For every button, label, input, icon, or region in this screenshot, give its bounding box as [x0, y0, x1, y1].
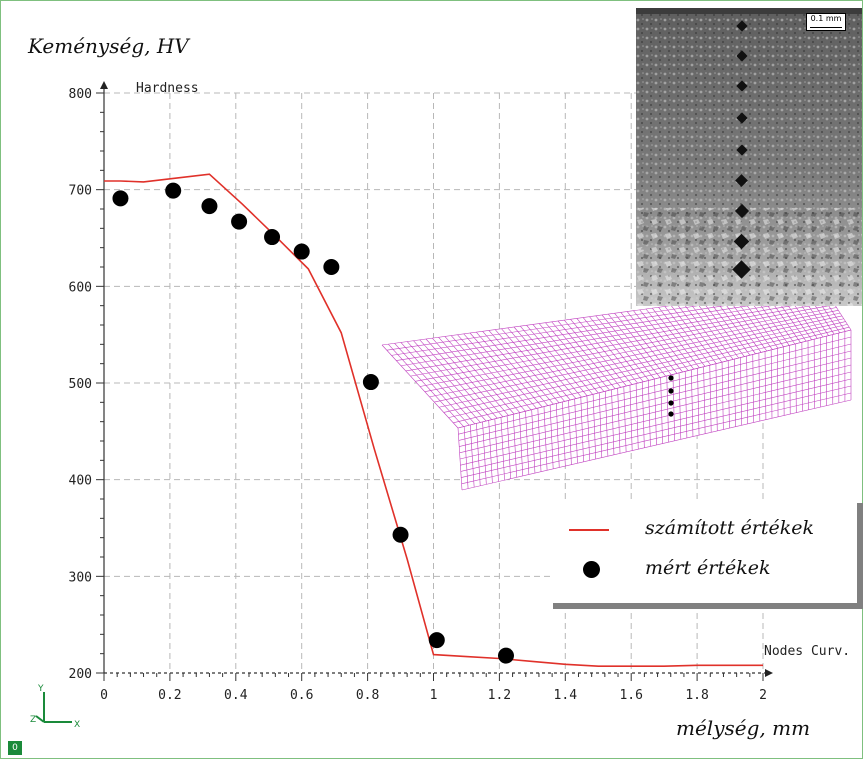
- mesh-line: [458, 343, 852, 441]
- mesh-line: [429, 312, 841, 398]
- y-tick-label: 700: [69, 184, 92, 199]
- data-point-measured: [231, 213, 248, 230]
- mesh-line: [460, 378, 852, 472]
- mesh-line: [410, 301, 833, 377]
- series-line-calculated: [104, 173, 763, 667]
- y-axis-title: Keménység, HV: [28, 34, 189, 58]
- axis-triad-x: X: [74, 720, 80, 730]
- axis-triad-z: Z: [30, 715, 36, 725]
- x-tick-label: 0: [100, 688, 108, 703]
- mesh-front-surface: [457, 329, 852, 491]
- mesh-line: [459, 350, 852, 447]
- mesh-line: [415, 304, 835, 382]
- y-tick-label: 600: [69, 280, 92, 295]
- x-axis-title: mélység, mm: [676, 716, 811, 740]
- tick-labels: 200 300 400 500 600 700 800 0 0.2 0.4 0.6 0.8 1 1.2 1.…: [69, 87, 767, 703]
- mesh-probe-dot: [668, 375, 674, 381]
- data-point-measured: [264, 229, 281, 246]
- data-point-measured: [165, 182, 182, 199]
- mesh-line: [419, 307, 837, 387]
- mesh-line: [400, 295, 830, 367]
- y-tick-label: 200: [69, 667, 92, 682]
- micrograph-image: [636, 8, 862, 306]
- x-tick-label: 1.4: [554, 688, 578, 703]
- legend-label-measured: mért értékek: [645, 557, 771, 579]
- inner-x-axis-label: Nodes Curv.: [764, 644, 850, 659]
- data-point-measured: [392, 526, 409, 543]
- mesh-top-fill: [382, 285, 851, 428]
- mesh-line: [405, 298, 832, 372]
- mesh-probe-dot: [668, 411, 674, 417]
- data-point-measured: [362, 374, 379, 391]
- mesh-line: [448, 324, 848, 418]
- legend-item-measured: mért értékek: [553, 555, 853, 585]
- legend-line-swatch: [569, 529, 609, 531]
- mesh-line: [443, 321, 846, 413]
- x-tick-label: 1.6: [619, 688, 642, 703]
- axis-triad-icon: Y X Z: [30, 684, 80, 730]
- mesh-line: [461, 392, 852, 485]
- micrograph-scale-bar: 0.1 mm: [806, 13, 846, 31]
- mesh-probe-dot: [668, 388, 674, 394]
- legend-item-calculated: számított értékek: [553, 515, 853, 545]
- mesh-line: [438, 318, 844, 408]
- mesh-line: [434, 315, 842, 403]
- y-tick-label: 400: [69, 474, 92, 489]
- mesh-line: [453, 326, 850, 424]
- x-tick-label: 0.8: [356, 688, 379, 703]
- x-tick-label: 1.2: [488, 688, 511, 703]
- legend: számított értékek mért értékek: [553, 503, 863, 609]
- corner-badge: 0: [8, 741, 22, 755]
- x-axis-arrow: [765, 669, 773, 677]
- y-axis-arrow: [100, 81, 108, 89]
- x-tick-label: 1.8: [685, 688, 708, 703]
- mesh-line: [459, 364, 852, 460]
- data-point-measured: [428, 632, 445, 649]
- mesh-line: [461, 399, 852, 491]
- series-layer: [104, 173, 763, 667]
- mesh-line: [458, 336, 852, 435]
- y-tick-label: 300: [69, 570, 92, 585]
- inner-y-axis-label: Hardness: [136, 81, 199, 96]
- mesh-line: [461, 385, 852, 478]
- x-tick-label: 0.6: [290, 688, 313, 703]
- data-point-measured: [201, 198, 218, 215]
- data-point-measured: [323, 259, 340, 275]
- x-tick-label: 0.4: [224, 688, 248, 703]
- mesh-line: [459, 357, 852, 454]
- y-tick-label: 800: [69, 87, 92, 102]
- mesh-probe-dot: [668, 400, 674, 406]
- y-tick-label: 500: [69, 377, 92, 392]
- data-point-measured: [293, 243, 310, 260]
- scale-bar-label: 0.1 mm: [810, 14, 842, 23]
- x-tick-label: 0.2: [158, 688, 181, 703]
- legend-dot-swatch: [583, 561, 600, 578]
- mesh-top-surface: [381, 284, 852, 429]
- data-point-measured: [112, 190, 129, 207]
- axes: [96, 81, 773, 681]
- mesh-line: [424, 310, 839, 392]
- mesh-illustration: [381, 284, 852, 491]
- axis-triad-y: Y: [37, 684, 44, 694]
- x-tick-label: 1: [430, 688, 438, 703]
- data-point-measured: [497, 647, 514, 664]
- mesh-line: [460, 371, 852, 466]
- mesh-line: [457, 329, 852, 429]
- legend-label-calculated: számított értékek: [645, 517, 815, 539]
- x-tick-label: 2: [759, 688, 767, 703]
